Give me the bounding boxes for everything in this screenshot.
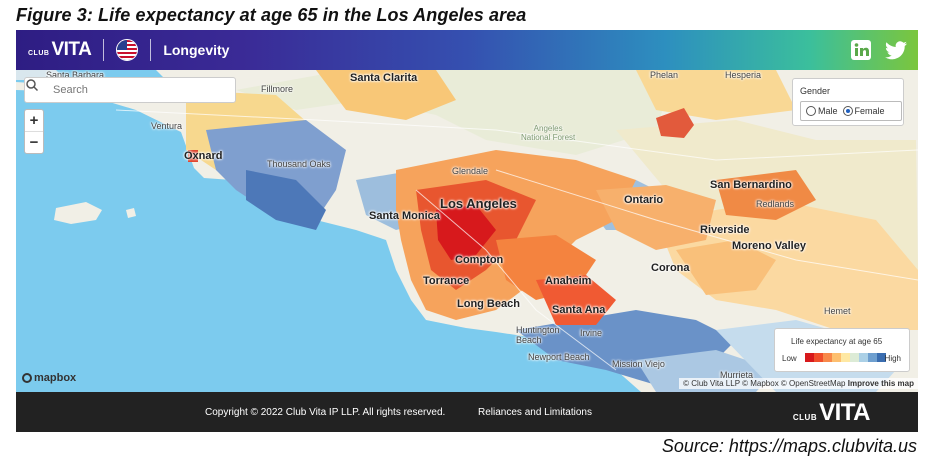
legend-swatch: [850, 353, 859, 362]
place-san-bernardino: San Bernardino: [710, 179, 792, 191]
app-window: CLUB VITA Longevity: [16, 30, 918, 432]
place-long-beach: Long Beach: [457, 298, 520, 310]
search-icon: [26, 79, 47, 97]
legend-swatch: [841, 353, 850, 362]
zoom-out-button[interactable]: −: [25, 131, 43, 153]
twitter-icon[interactable]: [884, 39, 907, 61]
place-hemet: Hemet: [824, 306, 851, 316]
mapbox-logo[interactable]: mapbox: [22, 372, 76, 384]
page-title: Longevity: [163, 42, 230, 58]
place-redlands: Redlands: [756, 199, 795, 209]
place-huntington-beach-line1: Huntington: [516, 325, 560, 335]
legend-swatch: [868, 353, 877, 362]
zoom-in-button[interactable]: +: [29, 112, 39, 129]
place-torrance: Torrance: [423, 275, 470, 287]
legend-swatch: [814, 353, 823, 362]
figure-caption: Figure 3: Life expectancy at age 65 in t…: [16, 5, 527, 25]
male-label[interactable]: Male: [818, 106, 838, 116]
reliances-link[interactable]: Reliances and Limitations: [478, 407, 592, 418]
place-glendale: Glendale: [452, 166, 489, 176]
search-bar[interactable]: Search: [24, 77, 236, 103]
choropleth-map[interactable]: Santa Barbara Santa Clarita Phelan Hespe…: [16, 70, 918, 392]
zoom-control: + −: [24, 109, 44, 154]
club-vita-logo[interactable]: CLUB VITA: [28, 39, 92, 61]
place-newport-beach: Newport Beach: [528, 352, 590, 362]
place-corona: Corona: [651, 262, 690, 274]
male-radio[interactable]: [806, 106, 816, 116]
legend-swatch: [805, 353, 814, 362]
legend-color-scale: [805, 353, 886, 362]
place-ventura: Ventura: [151, 121, 183, 131]
place-moreno-valley: Moreno Valley: [732, 240, 806, 252]
place-irvine: Irvine: [580, 328, 603, 338]
place-angeles-nf: Angeles National Forest: [521, 124, 575, 142]
search-input[interactable]: Search: [53, 84, 88, 96]
us-flag-icon[interactable]: [116, 39, 139, 61]
place-angeles-nf-line2: National Forest: [521, 133, 576, 142]
brand-small-text: CLUB: [28, 50, 50, 57]
place-santa-ana: Santa Ana: [552, 304, 606, 316]
place-huntington-beach-line2: Beach: [516, 335, 542, 345]
footer-brand-big: VITA: [819, 399, 870, 426]
legend-swatch: [832, 353, 841, 362]
gender-radio-group: Male Female: [800, 101, 902, 121]
place-murrieta: Murrieta: [720, 370, 754, 380]
place-los-angeles: Los Angeles: [440, 196, 517, 211]
mapbox-logo-text: mapbox: [34, 372, 77, 384]
place-ontario: Ontario: [624, 194, 664, 206]
source-note: Source: https://maps.clubvita.us: [661, 436, 917, 456]
place-riverside: Riverside: [700, 224, 750, 236]
map-legend: Life expectancy at age 65 Low High: [774, 328, 910, 372]
female-label[interactable]: Female: [854, 106, 885, 116]
place-anaheim: Anaheim: [545, 275, 592, 287]
place-hesperia: Hesperia: [725, 70, 762, 80]
place-fillmore: Fillmore: [261, 84, 294, 94]
attribution-text: © Club Vita LLP © Mapbox © OpenStreetMap: [683, 379, 846, 388]
place-mission-viejo: Mission Viejo: [612, 359, 665, 369]
copyright-text: Copyright © 2022 Club Vita IP LLP. All r…: [205, 407, 446, 418]
place-santa-barbara: Santa Barbara: [46, 70, 105, 80]
place-santa-clarita: Santa Clarita: [350, 72, 418, 84]
legend-swatch: [877, 353, 886, 362]
legend-high-label: High: [884, 354, 901, 363]
top-bar: CLUB VITA Longevity: [16, 30, 918, 70]
map-attribution: © Club Vita LLP © Mapbox © OpenStreetMap…: [679, 378, 918, 389]
footer-club-vita-logo: CLUB VITA: [792, 399, 871, 427]
linkedin-icon[interactable]: [850, 39, 872, 61]
footer-brand-small: CLUB: [792, 413, 818, 422]
place-santa-monica: Santa Monica: [369, 210, 440, 222]
legend-swatch: [859, 353, 868, 362]
legend-swatch: [823, 353, 832, 362]
gender-selector: Gender Male Female: [792, 78, 904, 126]
legend-title: Life expectancy at age 65: [791, 337, 883, 346]
header-divider-2: [150, 39, 152, 61]
footer: Copyright © 2022 Club Vita IP LLP. All r…: [16, 392, 918, 432]
female-radio[interactable]: [842, 106, 853, 116]
place-oxnard: Oxnard: [184, 150, 223, 162]
brand-big-text: VITA: [51, 39, 92, 60]
place-huntington-beach: Huntington Beach: [516, 325, 560, 345]
improve-map-link[interactable]: Improve this map: [847, 379, 914, 388]
place-compton: Compton: [455, 254, 504, 266]
place-thousand-oaks: Thousand Oaks: [267, 159, 331, 169]
place-phelan: Phelan: [650, 70, 679, 80]
social-links: [850, 39, 907, 61]
mapbox-icon: [22, 373, 32, 383]
place-angeles-nf-line1: Angeles: [533, 124, 563, 133]
map-canvas: [16, 70, 918, 392]
header-divider: [103, 39, 105, 61]
gender-title: Gender: [800, 86, 831, 96]
legend-low-label: Low: [782, 354, 797, 363]
